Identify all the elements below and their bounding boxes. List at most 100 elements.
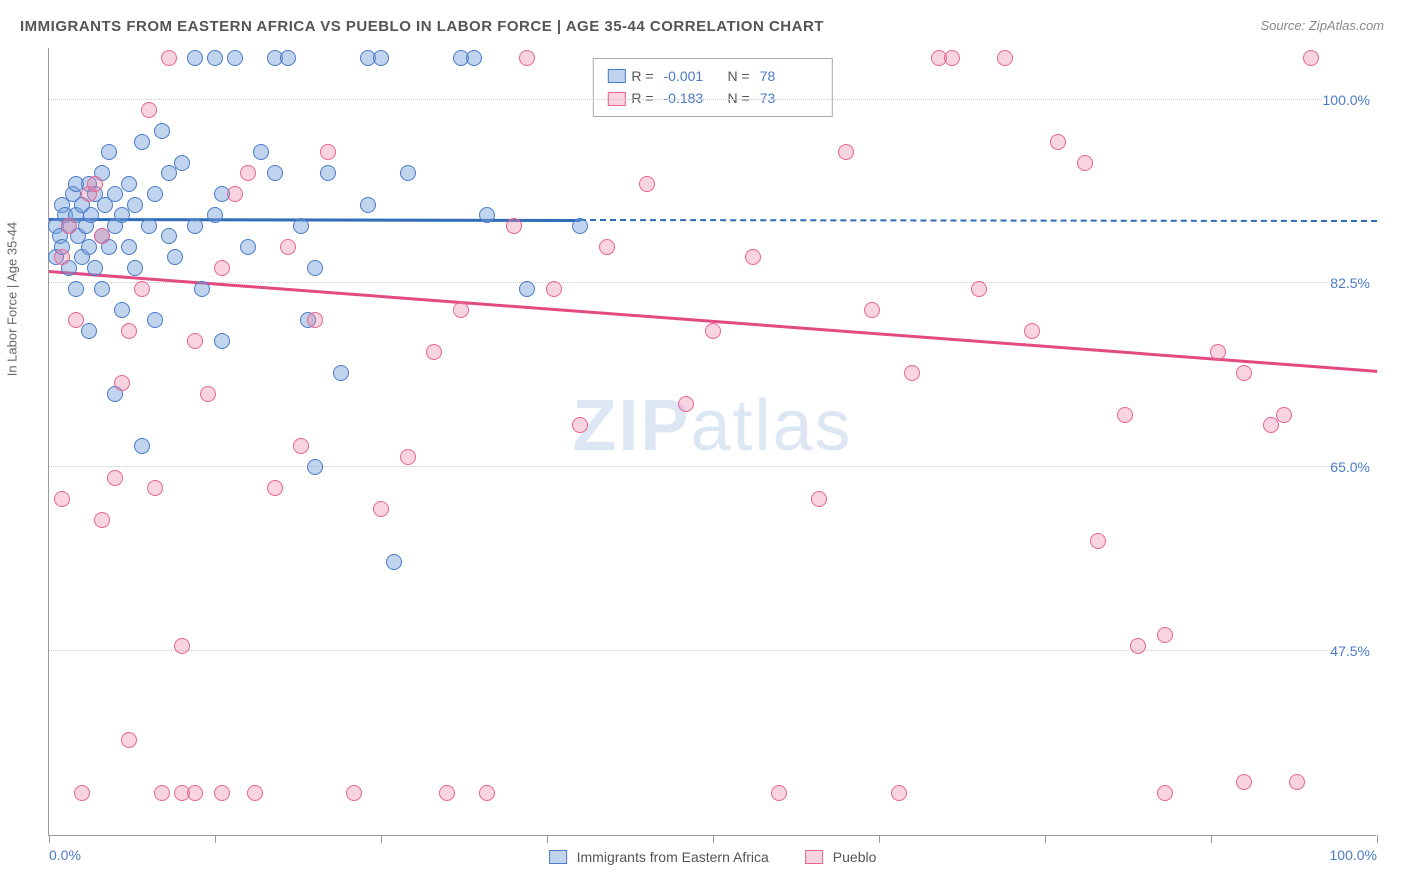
data-point xyxy=(771,785,787,801)
data-point xyxy=(121,176,137,192)
data-point xyxy=(386,554,402,570)
data-point xyxy=(307,459,323,475)
y-tick-label: 65.0% xyxy=(1330,459,1378,475)
x-tick xyxy=(215,835,216,843)
series-legend: Immigrants from Eastern Africa Pueblo xyxy=(549,849,877,865)
x-tick xyxy=(1211,835,1212,843)
data-point xyxy=(280,239,296,255)
data-point xyxy=(174,638,190,654)
legend-row-blue: R = -0.001 N = 78 xyxy=(607,65,817,87)
x-tick xyxy=(381,835,382,843)
scatter-plot: ZIPatlas R = -0.001 N = 78 R = -0.183 N … xyxy=(48,48,1376,836)
data-point xyxy=(1024,323,1040,339)
trend-line xyxy=(49,270,1377,372)
data-point xyxy=(174,155,190,171)
series-label-pink: Pueblo xyxy=(833,849,877,865)
data-point xyxy=(891,785,907,801)
swatch-pink xyxy=(805,850,823,864)
legend-n-label: N = xyxy=(728,65,750,87)
data-point xyxy=(147,312,163,328)
data-point xyxy=(1077,155,1093,171)
data-point xyxy=(479,785,495,801)
data-point xyxy=(811,491,827,507)
data-point xyxy=(167,249,183,265)
data-point xyxy=(114,375,130,391)
y-tick-label: 100.0% xyxy=(1323,92,1378,108)
data-point xyxy=(267,480,283,496)
data-point xyxy=(506,218,522,234)
data-point xyxy=(997,50,1013,66)
data-point xyxy=(214,260,230,276)
data-point xyxy=(147,480,163,496)
data-point xyxy=(479,207,495,223)
data-point xyxy=(127,197,143,213)
data-point xyxy=(466,50,482,66)
x-tick xyxy=(879,835,880,843)
data-point xyxy=(1303,50,1319,66)
data-point xyxy=(187,333,203,349)
data-point xyxy=(400,165,416,181)
data-point xyxy=(346,785,362,801)
trend-line xyxy=(580,219,1377,222)
data-point xyxy=(54,249,70,265)
data-point xyxy=(705,323,721,339)
legend-r-label: R = xyxy=(631,65,653,87)
data-point xyxy=(1090,533,1106,549)
gridline xyxy=(49,99,1376,100)
data-point xyxy=(61,218,77,234)
data-point xyxy=(1276,407,1292,423)
data-point xyxy=(187,50,203,66)
data-point xyxy=(154,123,170,139)
data-point xyxy=(320,165,336,181)
data-point xyxy=(519,281,535,297)
data-point xyxy=(253,144,269,160)
data-point xyxy=(307,260,323,276)
data-point xyxy=(214,333,230,349)
data-point xyxy=(1210,344,1226,360)
data-point xyxy=(864,302,880,318)
data-point xyxy=(207,207,223,223)
data-point xyxy=(81,239,97,255)
x-tick xyxy=(547,835,548,843)
data-point xyxy=(293,438,309,454)
data-point xyxy=(134,281,150,297)
data-point xyxy=(453,302,469,318)
data-point xyxy=(121,323,137,339)
data-point xyxy=(1130,638,1146,654)
data-point xyxy=(127,260,143,276)
data-point xyxy=(94,512,110,528)
gridline xyxy=(49,282,1376,283)
data-point xyxy=(194,281,210,297)
data-point xyxy=(107,186,123,202)
data-point xyxy=(134,438,150,454)
data-point xyxy=(74,785,90,801)
data-point xyxy=(519,50,535,66)
data-point xyxy=(87,176,103,192)
data-point xyxy=(247,785,263,801)
data-point xyxy=(147,186,163,202)
data-point xyxy=(267,165,283,181)
x-tick-label: 0.0% xyxy=(49,847,81,863)
data-point xyxy=(240,239,256,255)
data-point xyxy=(1263,417,1279,433)
data-point xyxy=(572,417,588,433)
data-point xyxy=(971,281,987,297)
data-point xyxy=(333,365,349,381)
series-label-blue: Immigrants from Eastern Africa xyxy=(577,849,769,865)
y-tick-label: 82.5% xyxy=(1330,275,1378,291)
data-point xyxy=(141,218,157,234)
data-point xyxy=(1117,407,1133,423)
source-attribution: Source: ZipAtlas.com xyxy=(1260,18,1384,33)
x-tick xyxy=(1045,835,1046,843)
data-point xyxy=(572,218,588,234)
data-point xyxy=(94,228,110,244)
data-point xyxy=(678,396,694,412)
data-point xyxy=(373,50,389,66)
x-tick xyxy=(1377,835,1378,843)
data-point xyxy=(426,344,442,360)
data-point xyxy=(639,176,655,192)
data-point xyxy=(227,186,243,202)
data-point xyxy=(240,165,256,181)
x-tick xyxy=(49,835,50,843)
legend-n-value-blue: 78 xyxy=(760,65,818,87)
